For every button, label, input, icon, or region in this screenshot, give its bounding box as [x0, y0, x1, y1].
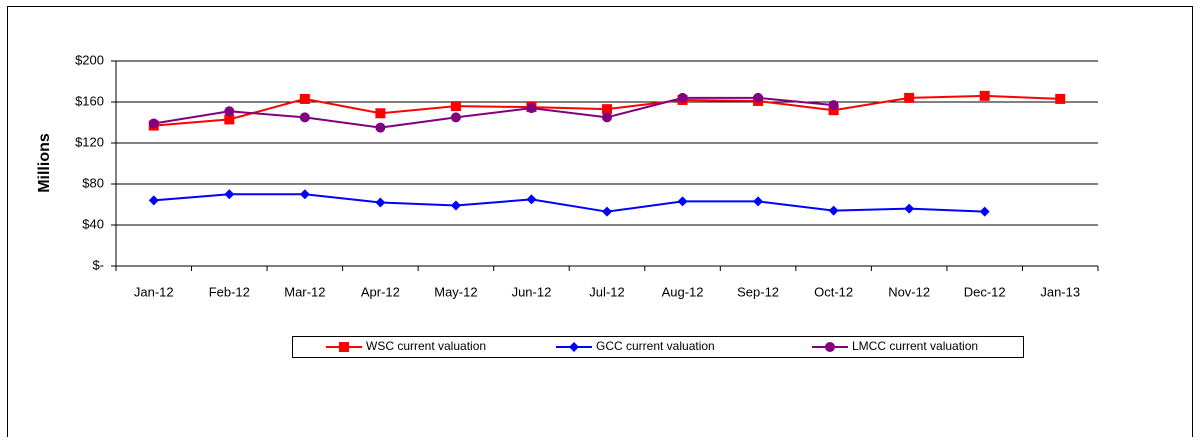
- data-point: [979, 206, 990, 217]
- data-point: [904, 92, 915, 103]
- data-point: [375, 108, 386, 119]
- legend-label: GCC current valuation: [596, 339, 715, 353]
- data-point: [526, 194, 537, 205]
- data-point: [979, 90, 990, 101]
- y-tick-label: $120: [75, 134, 104, 149]
- data-point: [450, 200, 461, 211]
- data-point: [148, 195, 159, 206]
- data-point: [224, 114, 235, 125]
- y-tick-label: $160: [75, 93, 104, 108]
- data-point: [602, 112, 612, 123]
- x-tick-label: Jan-12: [134, 284, 174, 299]
- x-tick-label: Oct-12: [814, 284, 853, 299]
- data-point: [224, 189, 235, 200]
- legend-swatch-marker: [339, 342, 349, 352]
- x-tick-label: Jan-13: [1040, 284, 1080, 299]
- series-line: [153, 193, 985, 213]
- x-tick-label: Jun-12: [512, 284, 552, 299]
- series-line: [153, 96, 834, 129]
- data-point: [299, 93, 310, 104]
- data-point: [602, 206, 612, 217]
- data-point: [828, 205, 839, 216]
- data-point: [828, 100, 839, 111]
- data-point: [677, 92, 688, 103]
- data-point: [602, 104, 612, 115]
- data-point: [828, 105, 839, 116]
- x-tick-label: Jul-12: [589, 284, 624, 299]
- data-point: [1055, 93, 1066, 104]
- chart-border: [7, 6, 1193, 442]
- x-tick-label: Nov-12: [888, 284, 930, 299]
- y-tick-label: $200: [75, 52, 104, 67]
- x-tick-label: Aug-12: [662, 284, 704, 299]
- y-tick-label: $-: [92, 257, 104, 272]
- x-tick-label: Sep-12: [737, 284, 779, 299]
- y-tick-label: $40: [82, 216, 104, 231]
- legend-label: LMCC current valuation: [852, 339, 978, 353]
- legend-box: [292, 336, 1024, 358]
- legend-swatch-marker: [569, 342, 579, 352]
- data-point: [904, 203, 915, 214]
- data-point: [375, 122, 386, 133]
- x-tick-label: Dec-12: [964, 284, 1006, 299]
- data-point: [450, 112, 461, 123]
- x-tick-label: May-12: [434, 284, 477, 299]
- data-point: [526, 103, 537, 114]
- y-axis-title: Millions: [36, 133, 53, 193]
- data-point: [224, 106, 235, 117]
- data-point: [753, 92, 764, 103]
- data-point: [450, 101, 461, 112]
- legend-swatch-marker: [825, 342, 835, 352]
- data-point: [299, 189, 310, 200]
- data-point: [677, 196, 688, 207]
- data-point: [148, 118, 159, 129]
- x-tick-label: Apr-12: [361, 284, 400, 299]
- x-tick-label: Feb-12: [209, 284, 250, 299]
- x-tick-label: Mar-12: [284, 284, 325, 299]
- data-point: [753, 196, 764, 207]
- data-point: [299, 112, 310, 123]
- data-point: [375, 197, 386, 208]
- legend-label: WSC current valuation: [366, 339, 486, 353]
- y-tick-label: $80: [82, 175, 104, 190]
